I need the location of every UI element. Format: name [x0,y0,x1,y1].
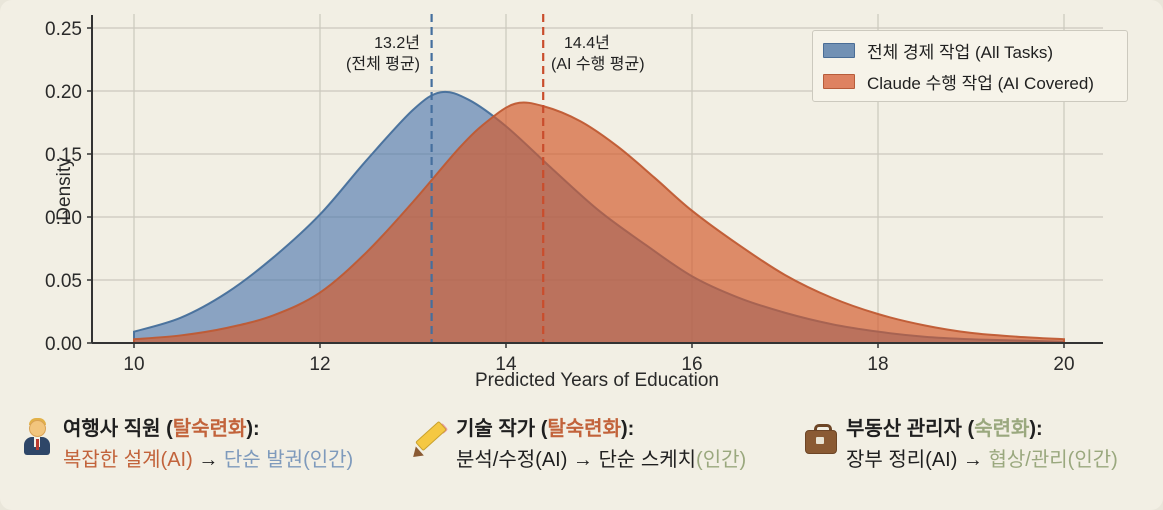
legend-label-all-tasks: 전체 경제 작업 (All Tasks) [867,43,1054,62]
text-segment: 여행사 직원 ( [63,418,173,440]
text-segment: ): [246,418,260,440]
mean-annotation-all-tasks: 13.2년 (전체 평균) [346,33,420,75]
footnotes-row: 여행사 직원 (탈숙련화): 복잡한 설계(AI) → 단순 발권(인간) 기술… [0,414,1163,504]
legend: 전체 경제 작업 (All Tasks) Claude 수행 작업 (AI Co… [812,30,1128,102]
y-tick-label: 0.00 [45,334,82,355]
office-worker-icon [20,414,54,470]
legend-swatch-blue-icon [823,43,855,58]
y-tick-label: 0.05 [45,271,82,292]
pencil-icon [409,414,449,470]
x-tick-label: 10 [123,354,144,375]
x-tick-label: 14 [495,354,517,375]
text-segment: 탈숙련화 [547,418,621,440]
footnote-title: 여행사 직원 (탈숙련화): [63,414,353,444]
x-tick-label: 20 [1053,354,1074,375]
text-segment: 분석/수정(AI) → 단순 스케치 [456,449,697,471]
y-tick-label: 0.15 [45,145,82,166]
text-segment: 단순 발권(인간) [223,449,354,471]
density-plot-canvas: 10 12 14 16 18 20 0.00 0.05 0.10 0.15 0.20 0.25 [45,14,1103,375]
x-tick-label: 12 [309,354,330,375]
x-tick-label: 18 [867,354,888,375]
y-tick-label: 0.25 [45,19,82,40]
text-segment: 장부 정리(AI) [846,449,958,471]
legend-item-all-tasks: 전체 경제 작업 (All Tasks) [823,38,1117,63]
footnote-detail: 복잡한 설계(AI) → 단순 발권(인간) [63,444,353,476]
footnote-title: 기술 작가 (탈숙련화): [456,414,746,444]
footnote-detail: 장부 정리(AI) → 협상/관리(인간) [846,444,1118,476]
text-segment: → [192,449,224,471]
density-curve-ai-covered [133,101,1065,344]
text-segment: 협상/관리(인간) [988,449,1118,471]
mean-caption-all-tasks: (전체 평균) [346,56,420,73]
legend-swatch-orange-icon [823,74,855,89]
y-axis-label: Density [54,157,75,221]
x-tick-label: 16 [681,354,702,375]
y-tick-label: 0.20 [45,82,82,103]
text-segment: 탈숙련화 [172,418,247,440]
y-tick-label: 0.10 [45,208,82,229]
legend-item-ai-covered: Claude 수행 작업 (AI Covered) [823,69,1117,94]
mean-caption-ai-covered: (AI 수행 평균) [551,56,645,73]
text-segment: 기술 작가 ( [456,418,548,440]
mean-annotation-ai-covered: 14.4년 (AI 수행 평균) [551,33,645,75]
text-segment: 숙련화 [974,418,1030,440]
legend-label-ai-covered: Claude 수행 작업 (AI Covered) [867,74,1094,93]
footnote-technical-writer: 기술 작가 (탈숙련화): 분석/수정(AI) → 단순 스케치(인간) [409,414,746,476]
footnote-detail: 분석/수정(AI) → 단순 스케치(인간) [456,444,746,476]
x-axis-label: Predicted Years of Education [474,370,720,391]
text-segment: → [957,449,989,471]
text-segment: ): [1029,418,1043,440]
mean-value-ai-covered: 14.4년 [564,35,610,52]
mean-value-all-tasks: 13.2년 [374,35,420,52]
footnote-title: 부동산 관리자 (숙련화): [846,414,1118,444]
footnote-property-manager: 부동산 관리자 (숙련화): 장부 정리(AI) → 협상/관리(인간) [803,414,1118,476]
text-segment: (인간) [696,449,747,471]
text-segment: 부동산 관리자 ( [846,418,975,440]
briefcase-icon [803,414,837,470]
text-segment: 복잡한 설계(AI) [63,449,193,471]
footnote-travel-agent: 여행사 직원 (탈숙련화): 복잡한 설계(AI) → 단순 발권(인간) [20,414,353,476]
text-segment: ): [620,418,635,440]
